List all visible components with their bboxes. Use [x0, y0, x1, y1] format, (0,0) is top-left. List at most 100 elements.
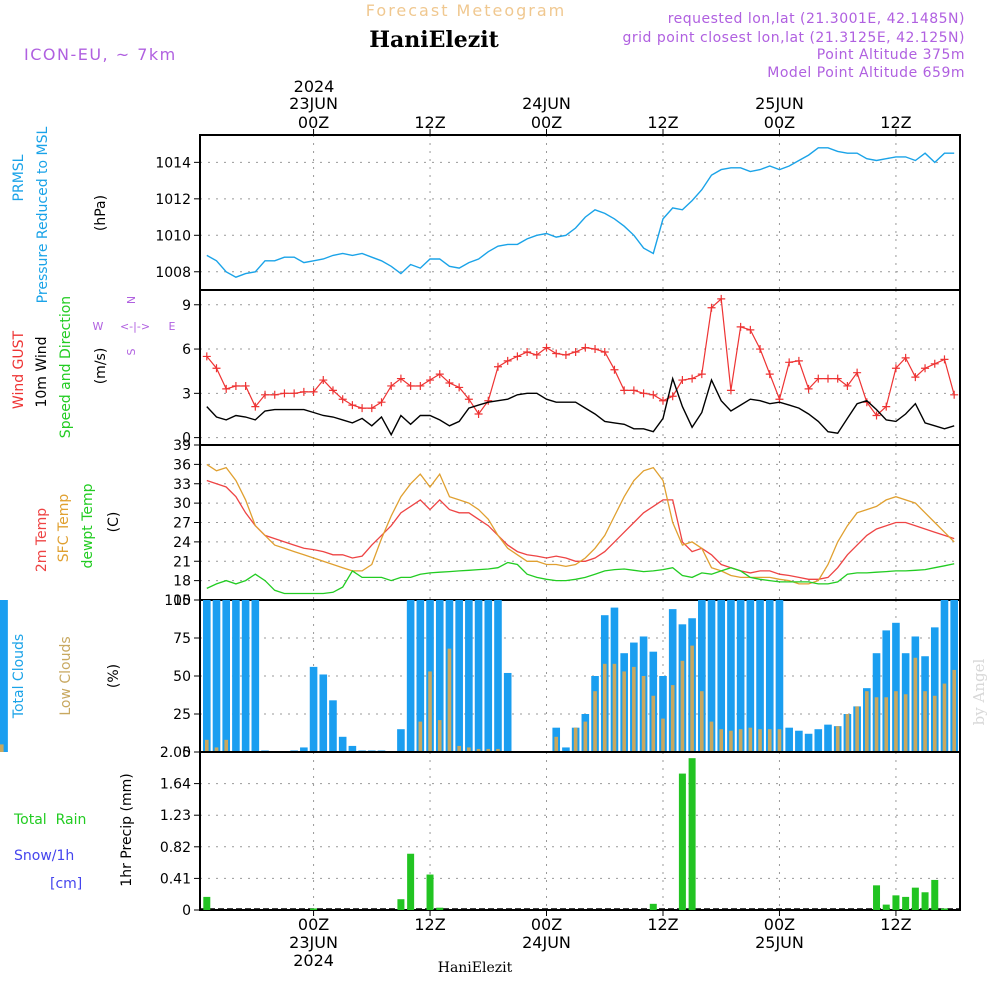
precipitation-ytick-label: 1.64 [160, 777, 191, 793]
wind-compass: N S W E <-|-> [93, 296, 176, 356]
cloud-label-2: Low Clouds [58, 636, 74, 715]
low-cloud-bar [729, 730, 733, 752]
low-cloud-bar [612, 663, 617, 752]
rain-bar [688, 758, 696, 910]
precipitation-frame [199, 751, 961, 911]
low-cloud-bar [874, 697, 879, 752]
gust-point [940, 355, 949, 364]
temperature-ytick-label: 36 [173, 457, 191, 473]
cloud-unit: (%) [106, 664, 122, 688]
bottom-tick-label: 12Z [647, 915, 678, 934]
gust-point [746, 325, 755, 334]
cloud-labels: Total Clouds Low Clouds (%) [11, 634, 122, 719]
chart-title: Forecast Meteogram [366, 1, 566, 20]
precipitation-ytick-label: 2.05 [160, 745, 191, 761]
total-cloud-bar [241, 600, 250, 752]
precipitation-panel: 0 0.41 0.82 1.23 1.64 2.05 [160, 745, 961, 919]
precip-labels: Total Rain Snow/1h [cm] 1hr Precip (mm) [13, 773, 135, 892]
gust-point [736, 322, 745, 331]
pressure-line [206, 147, 955, 278]
gust-point [338, 395, 347, 404]
total-cloud-bar [484, 600, 493, 752]
gust-point [222, 384, 231, 393]
low-cloud-bar [855, 706, 859, 752]
pressure-frame [199, 134, 961, 291]
rain-bar [931, 879, 939, 910]
gust-point [455, 383, 464, 392]
total-cloud-bar [251, 600, 260, 752]
temp-label-1: 2m Temp [34, 508, 50, 572]
gust-point [571, 348, 580, 356]
total-cloud-bar [435, 600, 444, 752]
temperature-panel: 15 18 21 24 27 30 33 36 39 [173, 438, 961, 609]
wind-line [206, 376, 955, 437]
rain-bar [678, 773, 686, 910]
low-cloud-bar [670, 685, 675, 752]
total-cloud-bar [698, 600, 706, 752]
temperature-ytick-label: 30 [173, 496, 191, 512]
wind-label-2: 10m Wind [34, 336, 50, 407]
gust-point [523, 348, 532, 356]
temp-labels: 2m Temp SFC Temp dewpt Temp (C) [34, 483, 122, 572]
total-cloud-bar [202, 600, 211, 752]
compass-s: S [125, 348, 138, 355]
rain-bar [873, 885, 881, 910]
gust-point [241, 381, 250, 390]
bottom-tick-label: 00Z [298, 915, 329, 934]
gust-point [406, 381, 415, 390]
low-cloud-bar [0, 744, 4, 752]
low-cloud-bar [418, 721, 423, 752]
low-cloud-bar [467, 747, 471, 752]
temperature-ytick-label: 18 [173, 574, 191, 590]
total-cloud-bar [930, 627, 939, 752]
gust-line [206, 297, 955, 417]
gust-point [833, 374, 842, 383]
total-cloud-bar [319, 674, 328, 752]
gust-point [756, 345, 765, 354]
rain-bar [397, 899, 405, 910]
pressure-labels: PRMSL Pressure Reduced to MSL (hPa) [11, 126, 109, 303]
top-tick-label: 00Z [764, 113, 795, 132]
rain-bar [426, 874, 434, 910]
total-cloud-bar [717, 600, 726, 752]
total-cloud-bar [727, 600, 735, 752]
gust-point [930, 359, 939, 368]
gust-point [620, 386, 629, 395]
total-cloud-bar [416, 600, 425, 752]
total-cloud-bar [348, 745, 357, 752]
sfc-temp-line [206, 463, 955, 585]
low-cloud-bar [437, 720, 442, 752]
low-cloud-bar [865, 691, 869, 752]
low-cloud-bar [661, 718, 665, 752]
low-cloud-bar [709, 721, 714, 752]
temperature-ytick-label: 24 [173, 535, 191, 551]
gust-point [853, 368, 862, 377]
top-tick-label: 12Z [647, 113, 678, 132]
top-year-label: 2024 [294, 77, 335, 96]
gust-point [513, 352, 522, 361]
total-cloud-bar [494, 600, 502, 752]
requested-coords: requested lon,lat (21.3001E, 42.1485N) [668, 11, 965, 27]
pressure-label-1: PRMSL [11, 154, 27, 201]
total-cloud-bar [940, 600, 949, 752]
clouds-ytick-label: 0 [182, 745, 191, 761]
low-cloud-bar [622, 671, 626, 752]
low-cloud-bar [690, 645, 694, 752]
low-cloud-bar [496, 748, 500, 752]
rain-bar [649, 903, 657, 910]
gust-point [649, 390, 658, 399]
total-cloud-bar [0, 600, 8, 752]
top-tick-label: 25JUN [755, 94, 804, 113]
gust-point [882, 402, 891, 411]
top-tick-label: 23JUN [289, 94, 338, 113]
low-cloud-bar [593, 691, 597, 752]
low-cloud-bar [903, 694, 908, 752]
gust-point [785, 358, 794, 367]
pressure-ytick-label: 1008 [155, 265, 191, 281]
low-cloud-bar [447, 648, 452, 752]
wind-label-1: Wind GUST [11, 330, 27, 409]
bottom-tick-label: 25JUN [755, 933, 804, 952]
total-cloud-bar [309, 666, 318, 752]
